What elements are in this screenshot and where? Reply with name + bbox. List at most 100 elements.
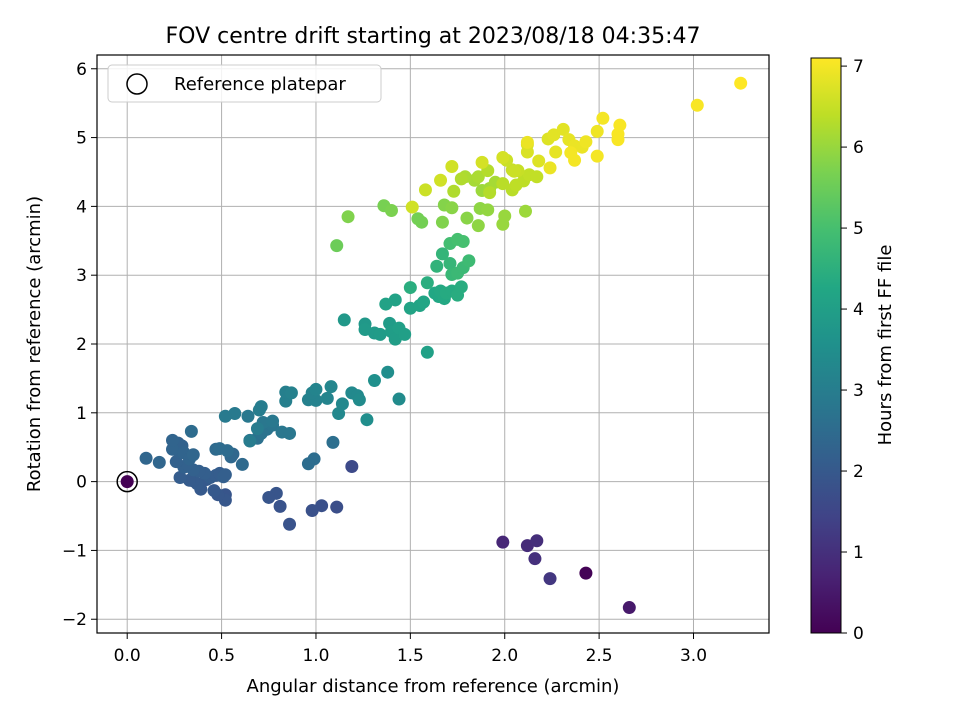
data-point [388, 293, 402, 307]
data-point [445, 201, 459, 215]
data-point [496, 177, 510, 191]
data-point [415, 215, 429, 229]
data-point [241, 409, 255, 423]
x-tick-label: 0.5 [208, 646, 235, 666]
data-point [530, 534, 544, 548]
data-point [734, 76, 748, 90]
y-tick-label: −1 [62, 541, 87, 561]
data-point [186, 448, 200, 462]
data-point [460, 211, 474, 225]
data-point [443, 256, 457, 270]
legend-box [107, 64, 382, 103]
data-point [352, 393, 366, 407]
y-tick-label: 4 [76, 197, 87, 217]
data-point [324, 380, 338, 394]
data-point [326, 435, 340, 449]
data-point [420, 276, 434, 290]
data-point [266, 414, 280, 428]
data-point [301, 457, 315, 471]
colorbar-gradient [811, 58, 841, 633]
data-point [283, 517, 297, 531]
data-point [392, 392, 406, 406]
data-point [243, 434, 257, 448]
chart-title: FOV centre drift starting at 2023/08/18 … [166, 24, 701, 49]
data-point [530, 170, 544, 184]
colorbar-tick-label: 4 [853, 300, 864, 320]
data-point [345, 459, 359, 473]
data-point [418, 183, 432, 197]
y-tick-label: 3 [76, 266, 87, 286]
data-point [220, 444, 234, 458]
colorbar-frame [810, 57, 842, 634]
data-point [384, 204, 398, 218]
y-tick-label: 0 [76, 473, 87, 493]
data-point [434, 173, 448, 187]
x-tick-label: 2.0 [491, 646, 518, 666]
data-point [496, 151, 510, 165]
data-point [475, 155, 489, 169]
x-axis-label: Angular distance from reference (arcmin) [247, 676, 620, 697]
y-tick-label: 1 [76, 404, 87, 424]
data-point [435, 247, 449, 261]
data-point [166, 433, 180, 447]
y-tick-label: 5 [76, 129, 87, 149]
y-tick-label: 6 [76, 60, 87, 80]
data-point [435, 215, 449, 229]
data-point [207, 484, 221, 498]
data-point [398, 327, 412, 341]
data-point [496, 535, 510, 549]
data-point [454, 280, 468, 294]
data-point [543, 572, 557, 586]
data-point [330, 239, 344, 253]
data-point [498, 209, 512, 223]
data-point [579, 135, 593, 149]
data-point [284, 386, 298, 400]
colorbar-tick-label: 0 [853, 624, 864, 644]
data-point [360, 413, 374, 427]
x-tick-label: 2.5 [586, 646, 613, 666]
data-point [283, 426, 297, 440]
data-point [456, 234, 470, 248]
data-point [471, 219, 485, 233]
data-point [252, 403, 266, 417]
y-axis-label: Rotation from reference (arcmin) [24, 196, 45, 492]
data-point [518, 204, 532, 218]
data-point [218, 468, 232, 482]
data-point [596, 111, 610, 125]
colorbar-tick-label: 1 [853, 543, 864, 563]
data-point [184, 424, 198, 438]
grid [97, 55, 769, 633]
data-point [690, 98, 704, 112]
data-point [341, 210, 355, 224]
data-point [445, 159, 459, 173]
data-points [116, 76, 748, 615]
data-point [152, 455, 166, 469]
x-tick-label: 3.0 [680, 646, 707, 666]
data-point [483, 186, 497, 200]
data-point [549, 145, 563, 159]
data-point [320, 391, 334, 405]
data-point [520, 135, 534, 149]
y-tick-label: −2 [62, 610, 87, 630]
data-point [507, 164, 521, 178]
data-point [405, 200, 419, 214]
data-point [273, 499, 287, 513]
data-point [528, 552, 542, 566]
data-point [590, 124, 604, 138]
data-point [309, 382, 323, 396]
legend-label: Reference platepar [174, 74, 346, 95]
x-tick-label: 1.5 [397, 646, 424, 666]
colorbar-tick-label: 3 [853, 381, 864, 401]
colorbar-tick-label: 5 [853, 219, 864, 239]
legend: Reference platepar [107, 64, 382, 103]
data-point [613, 118, 627, 132]
data-point [556, 122, 570, 136]
data-point [337, 313, 351, 327]
data-point [373, 327, 387, 341]
x-axis-ticks: 0.0 0.5 1.0 1.5 2.0 2.5 3.0 [114, 633, 707, 666]
data-point [262, 490, 276, 504]
data-point [430, 259, 444, 273]
x-tick-label: 0.0 [114, 646, 141, 666]
data-point [166, 442, 180, 456]
